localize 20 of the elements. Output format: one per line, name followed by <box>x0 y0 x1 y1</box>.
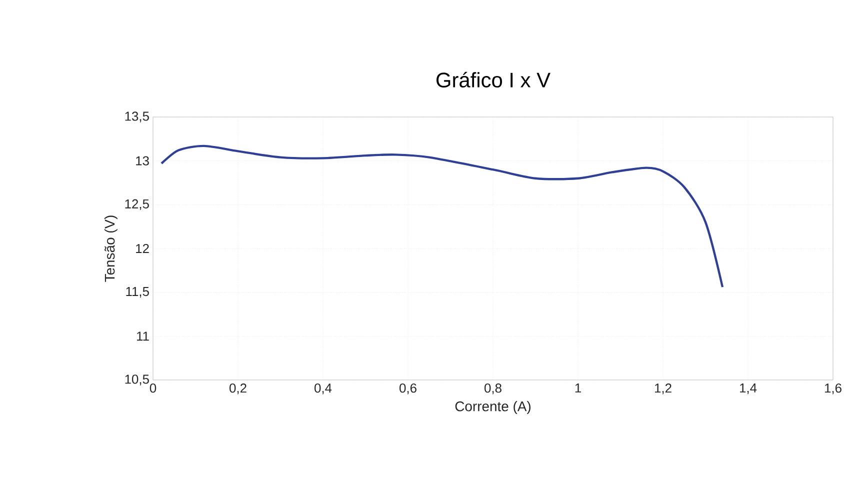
y-tick-label: 12,5 <box>125 199 149 210</box>
y-tick-label: 13 <box>136 156 149 166</box>
y-tick-label: 13,5 <box>125 112 149 122</box>
x-tick-label: 0,6 <box>400 384 416 394</box>
x-axis-title: Corrente (A) <box>455 401 530 414</box>
y-tick-label: 11,5 <box>126 287 149 298</box>
line-series <box>160 144 724 288</box>
x-tick-label: 0,2 <box>230 384 246 394</box>
x-tick-label: 1,2 <box>654 384 672 394</box>
y-axis-title: Tensão (V) <box>104 216 118 282</box>
x-tick-label: 1,4 <box>740 384 757 394</box>
x-tick-label: 0 <box>150 384 156 393</box>
chart-title: Gráfico I x V <box>436 72 550 88</box>
x-tick-label: 1 <box>575 384 581 392</box>
x-tick-label: 1,6 <box>824 384 842 394</box>
y-tick-label: 11 <box>137 332 149 341</box>
y-tick-label: 10,5 <box>125 374 149 386</box>
y-tick-label: 12 <box>136 244 149 254</box>
x-tick-label: 0,8 <box>484 384 502 394</box>
x-tick-label: 0,4 <box>314 384 332 394</box>
